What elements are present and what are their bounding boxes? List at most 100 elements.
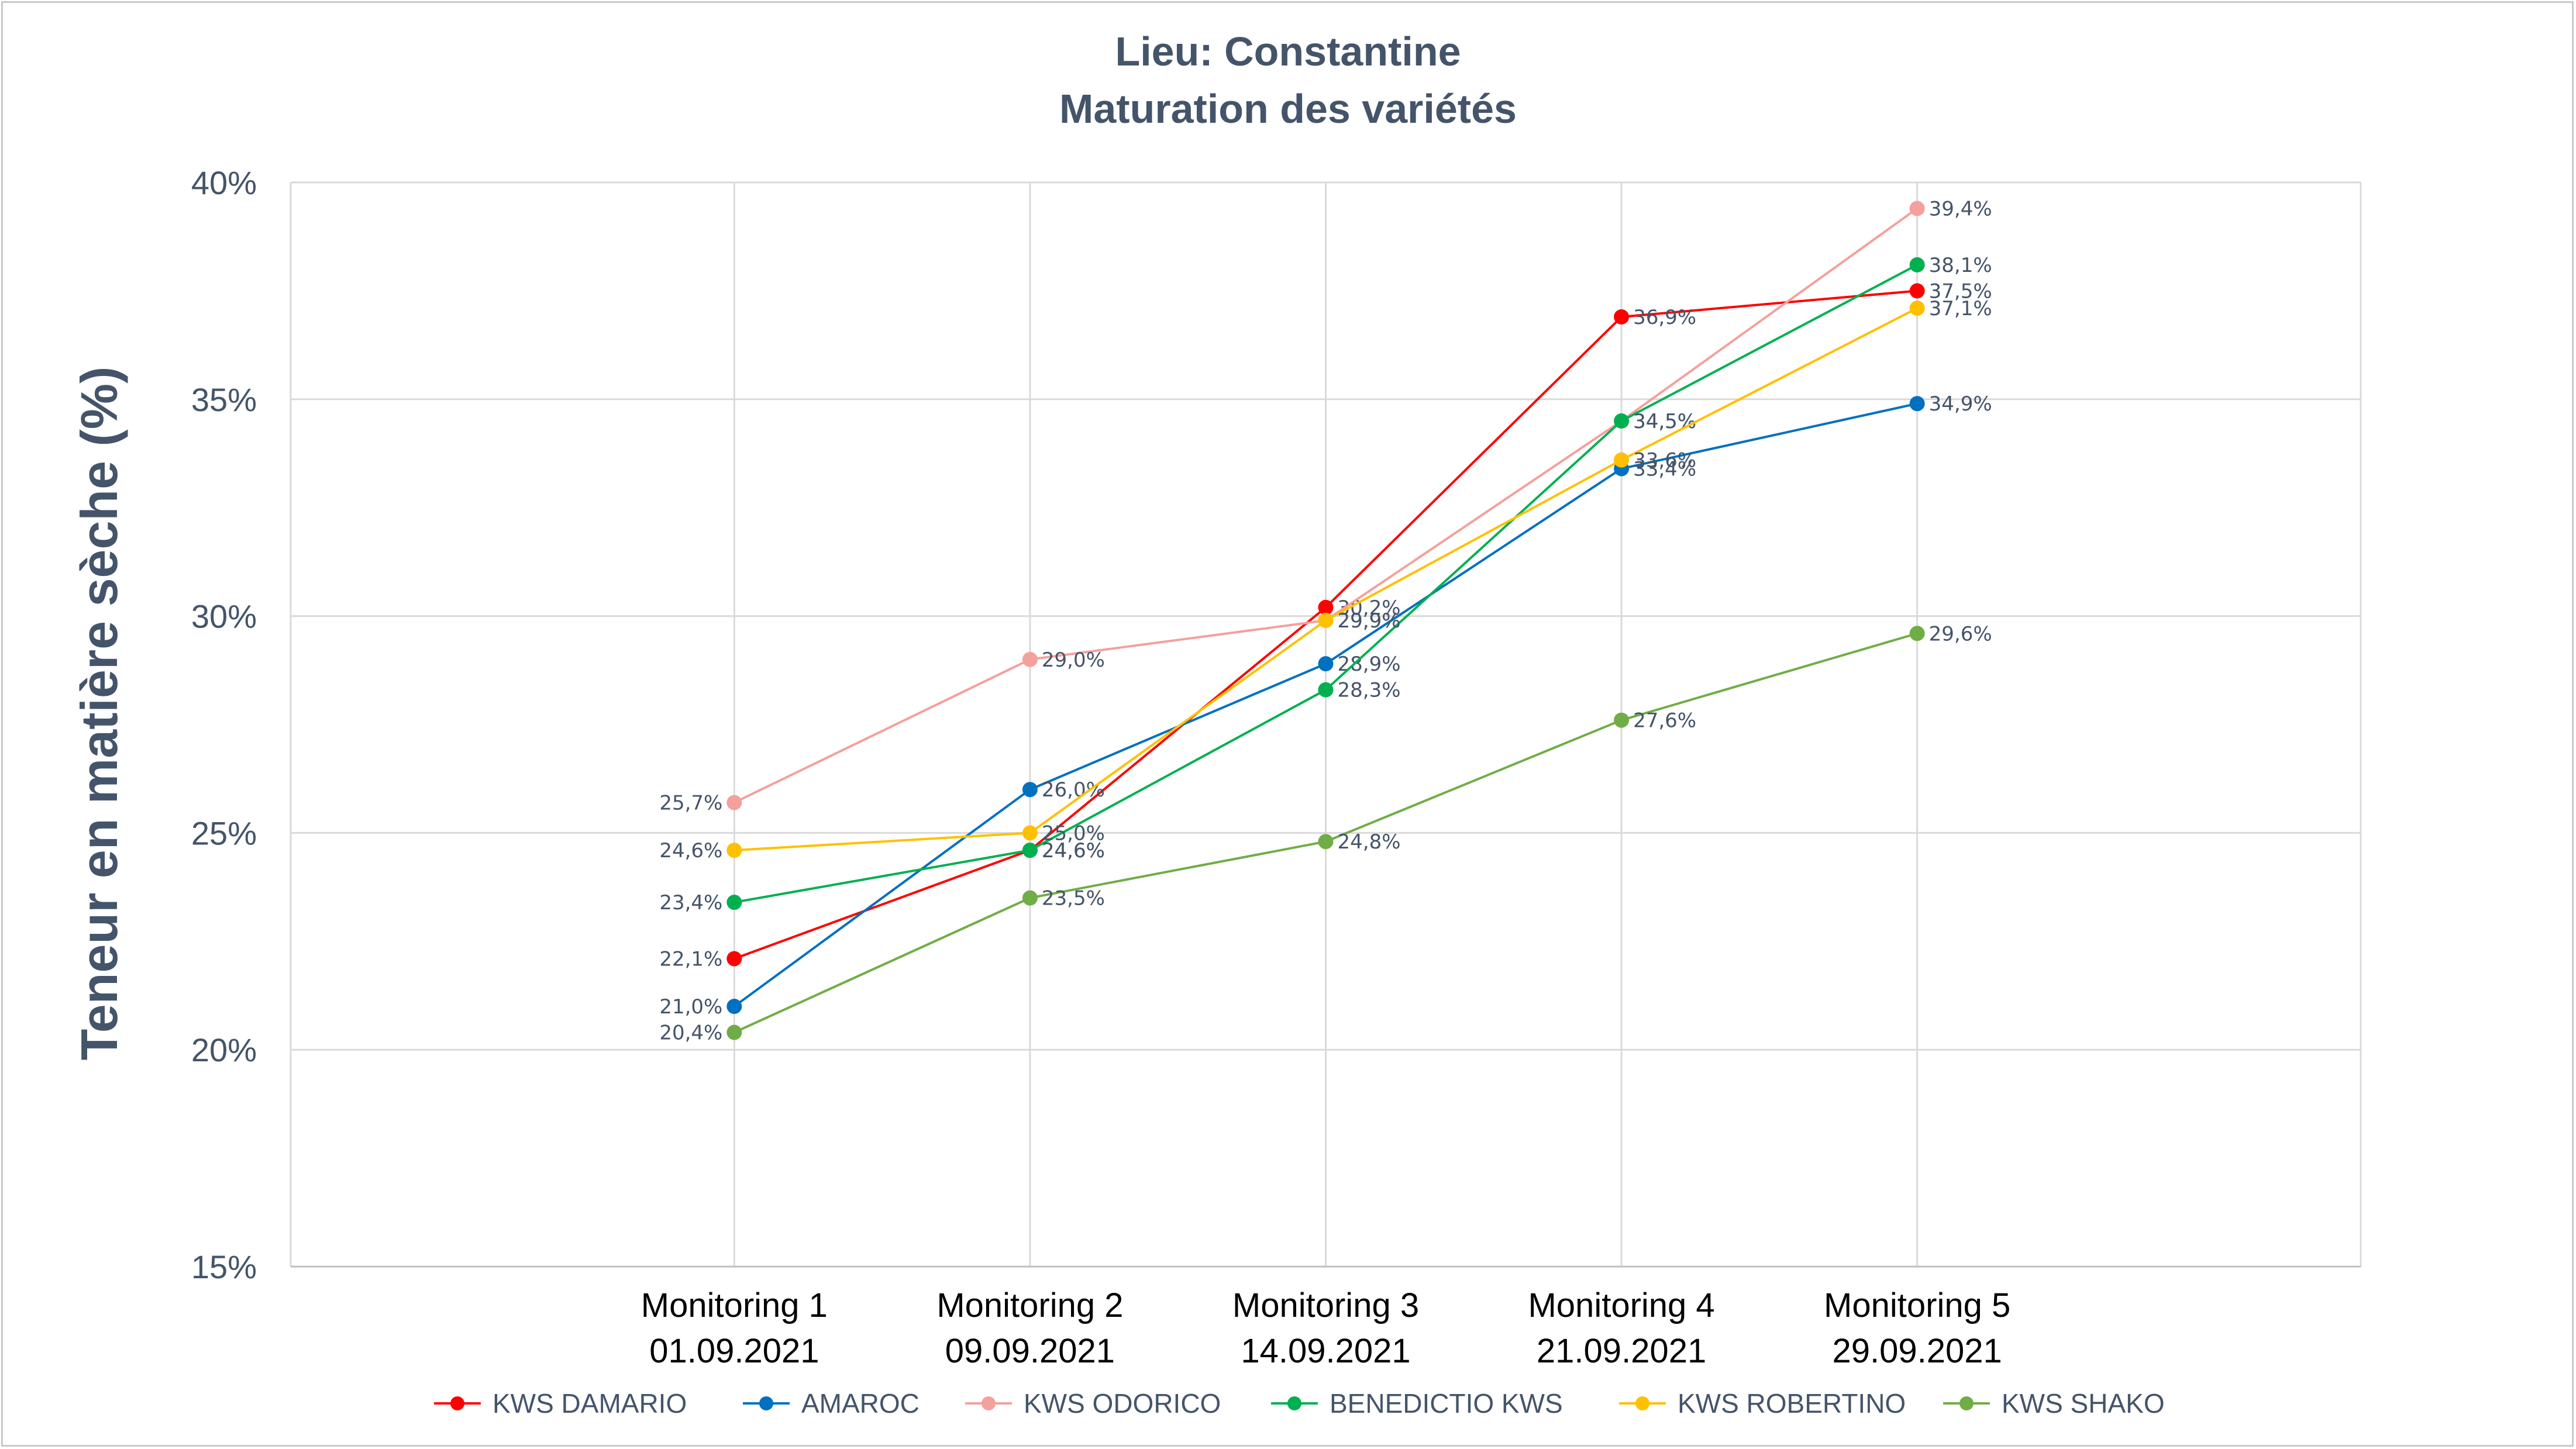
gridlines <box>290 181 2362 1267</box>
data-label: 34,5% <box>1633 410 1696 433</box>
y-tick-label: 35% <box>191 381 257 418</box>
legend-marker <box>982 1396 996 1410</box>
legend-marker <box>1635 1396 1649 1410</box>
x-tick-label: Monitoring 1 <box>641 1286 828 1324</box>
legend-marker <box>759 1396 773 1410</box>
data-point <box>1909 257 1925 272</box>
data-label: 28,9% <box>1338 653 1401 676</box>
data-point <box>726 951 742 967</box>
data-point <box>1318 613 1334 629</box>
series-kws-shako: 20,4% 23,5% 24,8% 27,6% 29,6% <box>659 622 1992 1044</box>
data-label: 24,6% <box>1042 839 1105 862</box>
legend-marker <box>1959 1396 1974 1410</box>
x-tick-label: 09.09.2021 <box>945 1332 1115 1370</box>
series-kws-robertino: 24,6%25,0% 29,9% 33,6% 37,1% <box>659 297 1992 862</box>
legend-label: KWS ODORICO <box>1024 1388 1221 1419</box>
data-label: 23,4% <box>659 891 722 915</box>
data-label: 29,9% <box>1338 609 1401 633</box>
data-point <box>1318 682 1334 698</box>
data-label: 36,9% <box>1633 306 1696 329</box>
y-tick-label: 25% <box>191 815 257 851</box>
data-label: 29,6% <box>1929 622 1992 646</box>
data-point <box>726 843 742 858</box>
data-label: 22,1% <box>659 947 722 971</box>
x-tick-label: 21.09.2021 <box>1537 1332 1706 1370</box>
legend-label: AMAROC <box>801 1388 919 1419</box>
x-tick-label: 29.09.2021 <box>1832 1332 2002 1370</box>
legend-item: KWS ODORICO <box>965 1388 1221 1419</box>
legend-label: KWS DAMARIO <box>493 1388 687 1419</box>
data-label: 24,8% <box>1338 830 1401 854</box>
series-benedictio-kws: 23,4% 24,6% 28,3% 34,5% 38,1% <box>659 254 1992 915</box>
legend-item: AMAROC <box>743 1388 919 1419</box>
data-point <box>1909 626 1925 641</box>
legend-item: KWS ROBERTINO <box>1619 1388 1906 1419</box>
x-tick-label: Monitoring 4 <box>1528 1286 1714 1324</box>
y-tick-label: 40% <box>191 164 257 201</box>
data-point <box>1318 599 1334 615</box>
data-label: 37,5% <box>1929 280 1992 303</box>
chart-title: Lieu: Constantine <box>1115 29 1461 74</box>
data-point <box>1022 825 1038 841</box>
data-point <box>1909 301 1925 316</box>
data-point <box>726 1024 742 1040</box>
data-point <box>1909 283 1925 299</box>
data-label: 23,5% <box>1042 887 1105 910</box>
data-label: 34,5% <box>1633 410 1696 433</box>
data-point <box>1318 834 1334 850</box>
x-tick-label: 14.09.2021 <box>1241 1332 1410 1370</box>
data-point <box>726 895 742 910</box>
y-tick-label: 20% <box>191 1031 257 1068</box>
axes: 15% 20% 25% 30% 35% 40% Monitoring 1 01.09.2021… <box>191 164 2361 1370</box>
data-point <box>1614 309 1630 325</box>
data-label: 29,9% <box>1338 609 1401 633</box>
data-label: 27,6% <box>1633 709 1696 733</box>
data-point <box>726 795 742 810</box>
data-label: 33,4% <box>1633 457 1696 481</box>
data-point <box>1614 712 1630 728</box>
data-label: 25,0% <box>1042 822 1105 845</box>
data-label: 25,7% <box>659 791 722 815</box>
x-tick-label: 01.09.2021 <box>649 1332 819 1370</box>
data-point <box>1909 396 1925 412</box>
data-label: 26,0% <box>1042 778 1105 802</box>
data-point <box>1022 890 1038 906</box>
data-label: 21,0% <box>659 995 722 1019</box>
data-label: 24,6% <box>1042 839 1105 862</box>
series-kws-damario: 22,1%24,6%30,2%36,9%37,5% <box>659 280 1992 971</box>
legend-label: KWS SHAKO <box>2002 1388 2165 1419</box>
series-amaroc: 21,0% 26,0% 28,9% 33,4% 34,9% <box>659 392 1992 1019</box>
y-tick-label: 15% <box>191 1248 257 1285</box>
legend-label: BENEDICTIO KWS <box>1330 1388 1563 1419</box>
data-label: 28,3% <box>1338 679 1401 702</box>
data-point <box>1022 651 1038 667</box>
legend-item: BENEDICTIO KWS <box>1271 1388 1563 1419</box>
x-tick-label: Monitoring 2 <box>936 1286 1123 1324</box>
legend-item: KWS DAMARIO <box>434 1388 687 1419</box>
legend-label: KWS ROBERTINO <box>1678 1388 1906 1419</box>
data-label: 20,4% <box>659 1022 722 1045</box>
y-tick-label: 30% <box>191 598 257 635</box>
legend: KWS DAMARIO AMAROC KWS ODORICO BENEDICTIO K… <box>434 1388 2165 1419</box>
chart-subtitle: Maturation des variétés <box>1059 86 1517 132</box>
data-label: 39,4% <box>1929 197 1992 220</box>
data-point <box>1614 413 1630 429</box>
data-point <box>726 999 742 1015</box>
data-label: 33,6% <box>1633 449 1696 472</box>
legend-marker <box>1287 1396 1301 1410</box>
data-point <box>1022 782 1038 798</box>
data-point <box>1909 201 1925 216</box>
x-tick-label: Monitoring 3 <box>1232 1286 1419 1324</box>
data-label: 37,1% <box>1929 297 1992 320</box>
legend-item: KWS SHAKO <box>1943 1388 2165 1419</box>
x-tick-label: Monitoring 5 <box>1824 1286 2010 1324</box>
series-group: 22,1%24,6%30,2%36,9%37,5%21,0%26,0%28,9%… <box>659 197 1992 1044</box>
data-label: 29,0% <box>1042 648 1105 672</box>
data-point <box>1614 452 1630 468</box>
data-label: 38,1% <box>1929 254 1992 277</box>
data-label: 34,9% <box>1929 392 1992 416</box>
y-axis-label: Teneur en matière sèche (%) <box>70 367 128 1061</box>
data-point <box>1318 656 1334 672</box>
